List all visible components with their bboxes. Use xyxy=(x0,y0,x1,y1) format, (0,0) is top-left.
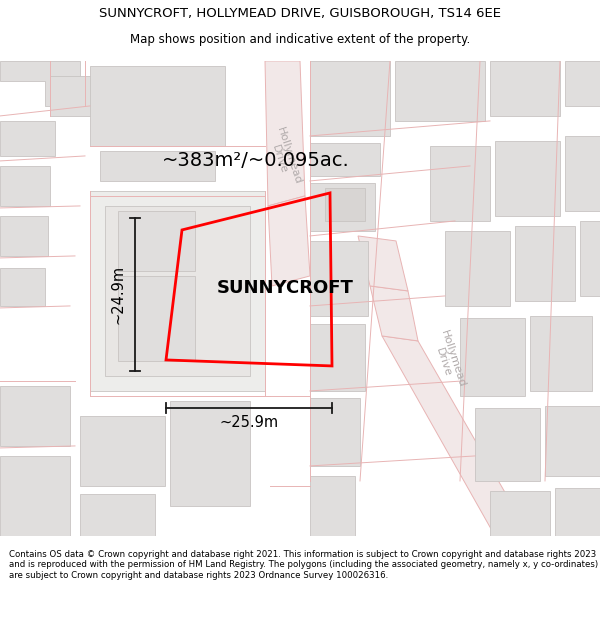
Text: Map shows position and indicative extent of the property.: Map shows position and indicative extent… xyxy=(130,32,470,46)
Polygon shape xyxy=(0,456,70,536)
Polygon shape xyxy=(395,61,485,121)
Polygon shape xyxy=(268,196,310,286)
Polygon shape xyxy=(0,166,50,206)
Polygon shape xyxy=(80,494,155,536)
Polygon shape xyxy=(490,491,550,536)
Polygon shape xyxy=(475,408,540,481)
Polygon shape xyxy=(310,324,365,391)
Polygon shape xyxy=(265,61,305,206)
Text: ~24.9m: ~24.9m xyxy=(110,265,125,324)
Polygon shape xyxy=(50,76,120,116)
Polygon shape xyxy=(118,276,195,361)
Polygon shape xyxy=(310,61,390,136)
Polygon shape xyxy=(530,316,592,391)
Polygon shape xyxy=(0,61,80,106)
Text: Contains OS data © Crown copyright and database right 2021. This information is : Contains OS data © Crown copyright and d… xyxy=(9,550,598,580)
Text: ~25.9m: ~25.9m xyxy=(220,416,278,431)
Polygon shape xyxy=(430,146,490,221)
Polygon shape xyxy=(565,61,600,106)
Polygon shape xyxy=(515,226,575,301)
Polygon shape xyxy=(580,221,600,296)
Polygon shape xyxy=(310,183,375,231)
Polygon shape xyxy=(445,231,510,306)
Polygon shape xyxy=(382,336,530,536)
Text: SUNNYCROFT, HOLLYMEAD DRIVE, GUISBOROUGH, TS14 6EE: SUNNYCROFT, HOLLYMEAD DRIVE, GUISBOROUGH… xyxy=(99,8,501,21)
Polygon shape xyxy=(100,151,215,181)
Polygon shape xyxy=(105,206,250,376)
Polygon shape xyxy=(310,476,355,536)
Text: SUNNYCROFT: SUNNYCROFT xyxy=(217,279,353,297)
Polygon shape xyxy=(0,268,45,306)
Polygon shape xyxy=(545,406,600,476)
Polygon shape xyxy=(460,318,525,396)
Text: Hollymead
Drive: Hollymead Drive xyxy=(429,329,467,392)
Polygon shape xyxy=(80,416,165,486)
Polygon shape xyxy=(90,191,265,391)
Polygon shape xyxy=(555,488,600,536)
Polygon shape xyxy=(118,211,195,271)
Polygon shape xyxy=(325,188,365,221)
Polygon shape xyxy=(0,121,55,156)
Polygon shape xyxy=(565,136,600,211)
Polygon shape xyxy=(310,398,360,466)
Polygon shape xyxy=(495,141,560,216)
Polygon shape xyxy=(0,216,48,256)
Polygon shape xyxy=(90,66,225,146)
Polygon shape xyxy=(490,61,560,116)
Polygon shape xyxy=(310,143,380,176)
Polygon shape xyxy=(370,286,418,341)
Polygon shape xyxy=(0,386,70,446)
Polygon shape xyxy=(310,241,368,316)
Text: ~383m²/~0.095ac.: ~383m²/~0.095ac. xyxy=(162,151,350,171)
Text: Hollymead
Drive: Hollymead Drive xyxy=(265,126,303,189)
Polygon shape xyxy=(358,236,408,291)
Polygon shape xyxy=(170,401,250,506)
